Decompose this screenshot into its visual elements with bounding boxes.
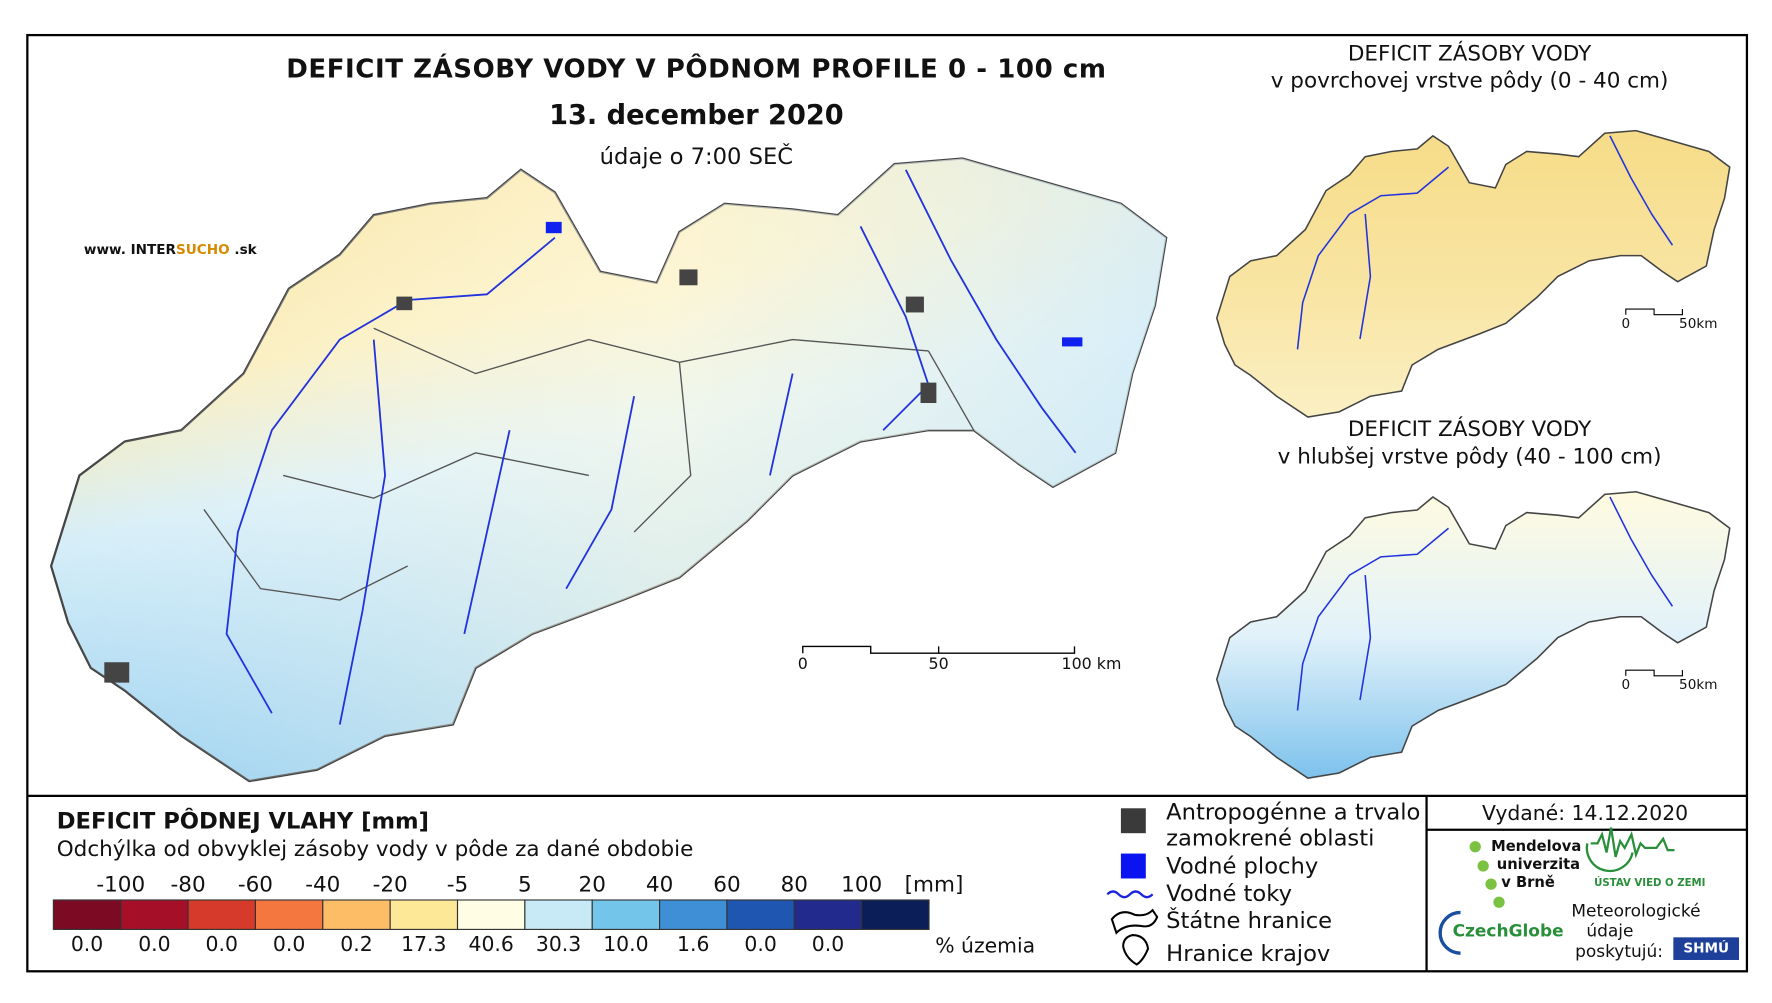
scale-label: 100 km (1062, 654, 1122, 673)
color-swatch (254, 899, 324, 930)
legend-subtitle: Odchýlka od obvyklej zásoby vody v pôde … (57, 837, 694, 862)
logo-text: univerzita (1497, 856, 1580, 873)
main-map (49, 157, 1168, 783)
symbol-label: Hranice krajov (1166, 941, 1330, 967)
symbol-label: Antropogénne a trvalo (1166, 799, 1420, 825)
logo-mendel: Mendelova univerzita v Brně (1469, 838, 1581, 908)
inset-subtitle: v hlubšej vrstve pôdy (40 - 100 cm) (1278, 444, 1662, 469)
boundary-label: 100 (841, 872, 882, 897)
meteo-text: poskytujú: (1575, 942, 1663, 962)
inset-top-map (1216, 129, 1731, 418)
color-swatch (726, 899, 795, 930)
unit-label: [mm] (905, 872, 964, 897)
scale-label: 0 (798, 654, 808, 673)
logo-text: ÚSTAV VIED O ZEMI (1594, 876, 1705, 889)
legend-title: DEFICIT PÔDNEJ VLAHY [mm] (57, 806, 429, 834)
scale-label: 50km (1679, 316, 1717, 332)
symbol-state-border (1110, 908, 1159, 935)
map-date: 13. december 2020 (549, 100, 844, 131)
website-prefix: www. INTER (84, 242, 177, 258)
share-label: 0.0 (273, 932, 305, 956)
scale-label: 0 (1621, 316, 1630, 332)
boundary-label: 5 (518, 872, 532, 897)
symbol-water-body (1120, 853, 1146, 879)
color-swatch (793, 899, 863, 930)
boundary-label: -40 (305, 872, 340, 897)
logo-text: v Brně (1501, 874, 1555, 891)
logo-czechglobe: CzechGlobe (1438, 910, 1564, 955)
colorbar: -100 -80 -60 -40 -20 -5 5 20 40 60 80 100 [mm] 0.0 0.0… (52, 872, 964, 956)
map-title: DEFICIT ZÁSOBY VODY V PÔDNOM PROFILE 0 -… (286, 53, 1106, 85)
scale-label: 50km (1679, 677, 1717, 693)
color-swatch (591, 899, 661, 930)
logo-shmu: SHMÚ (1673, 937, 1740, 960)
boundary-label: 60 (713, 872, 740, 897)
website-suffix: .sk (234, 242, 257, 258)
meteo-text: Meteorologické (1571, 901, 1700, 921)
share-label: 1.6 (677, 932, 709, 956)
inset-title: DEFICIT ZÁSOBY VODY (1348, 416, 1592, 442)
share-label: 0.0 (744, 932, 776, 956)
inset-title: DEFICIT ZÁSOBY VODY (1348, 40, 1592, 66)
color-swatch (524, 899, 593, 930)
color-swatch (861, 899, 930, 930)
color-swatch (120, 899, 189, 930)
issued-date: Vydané: 14.12.2020 (1482, 801, 1688, 825)
scale-bar (1625, 308, 1683, 316)
boundary-label: 20 (579, 872, 606, 897)
symbol-label: Štátne hranice (1166, 906, 1332, 934)
shares-label: % územia (935, 933, 1035, 957)
share-label: 30.3 (536, 932, 581, 956)
boundary-label: -80 (171, 872, 206, 897)
logo-text: SHMÚ (1683, 939, 1729, 957)
color-swatch (659, 899, 728, 930)
boundary-label: 80 (781, 872, 808, 897)
logo-text: CzechGlobe (1453, 922, 1564, 942)
boundary-label: -100 (96, 872, 145, 897)
symbol-label: Vodné toky (1166, 881, 1292, 907)
share-label: 0.0 (206, 932, 238, 956)
share-label: 10.0 (603, 932, 648, 956)
color-swatch (456, 899, 526, 930)
share-label: 0.0 (71, 932, 103, 956)
share-label: 0.0 (812, 932, 844, 956)
scale-bar (802, 645, 1076, 654)
scale-label: 0 (1621, 677, 1630, 693)
color-swatch (52, 899, 122, 930)
symbol-label: zamokrené oblasti (1166, 825, 1374, 851)
color-swatch (187, 899, 257, 930)
logo-uvz: ÚSTAV VIED O ZEMI (1585, 827, 1705, 889)
symbol-region-border (1122, 934, 1150, 966)
map-time: údaje o 7:00 SEČ (600, 142, 793, 170)
scale-label: 50 (929, 654, 949, 673)
symbol-river (1106, 890, 1154, 899)
color-swatch (389, 899, 459, 930)
boundary-label: -60 (238, 872, 273, 897)
share-label: 17.3 (401, 932, 446, 956)
boundary-label: 40 (646, 872, 673, 897)
inset-subtitle: v povrchovej vrstve pôdy (0 - 40 cm) (1271, 69, 1669, 94)
color-swatch (322, 899, 391, 930)
boundary-label: -5 (447, 872, 468, 897)
symbol-urban (1120, 808, 1146, 834)
frame (26, 33, 1749, 973)
boundary-label: -20 (373, 872, 408, 897)
share-label: 0.0 (138, 932, 170, 956)
website-highlight: SUCHO (176, 242, 230, 258)
logo-text: Mendelova (1491, 838, 1581, 855)
symbol-label: Vodné plochy (1166, 854, 1318, 880)
share-label: 0.2 (340, 932, 372, 956)
website: www. INTERSUCHO .sk (84, 242, 258, 258)
scale-bar (1625, 669, 1683, 677)
meteo-text: údaje (1586, 922, 1633, 942)
share-label: 40.6 (469, 932, 514, 956)
inset-bottom-map (1216, 490, 1731, 779)
